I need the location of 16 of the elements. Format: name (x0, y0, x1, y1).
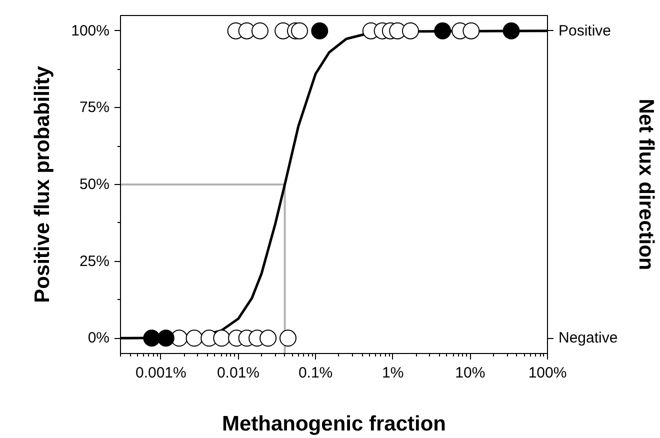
x-tick-label: 0.1% (298, 364, 333, 382)
y-tick-label: 25% (79, 252, 110, 270)
y-axis-title: Positive flux probability (31, 66, 54, 303)
x-tick-label: 1% (382, 364, 404, 382)
x-tick-label: 10% (455, 364, 486, 382)
y-tick-label: 75% (79, 99, 110, 116)
text: Positive (558, 22, 612, 40)
x-tick-label: 0.01% (216, 364, 260, 382)
y-tick-label: 50% (79, 176, 110, 193)
x-tick-label: 100% (528, 364, 567, 382)
text: Negative (558, 330, 618, 347)
x-axis-title: Methanogenic fraction (222, 412, 446, 436)
y2-axis-title: Net flux direction (634, 98, 658, 270)
y-tick-label: 100% (71, 22, 110, 40)
y-tick-label: 0% (88, 330, 110, 347)
x-tick-label: 0.001% (135, 364, 186, 382)
